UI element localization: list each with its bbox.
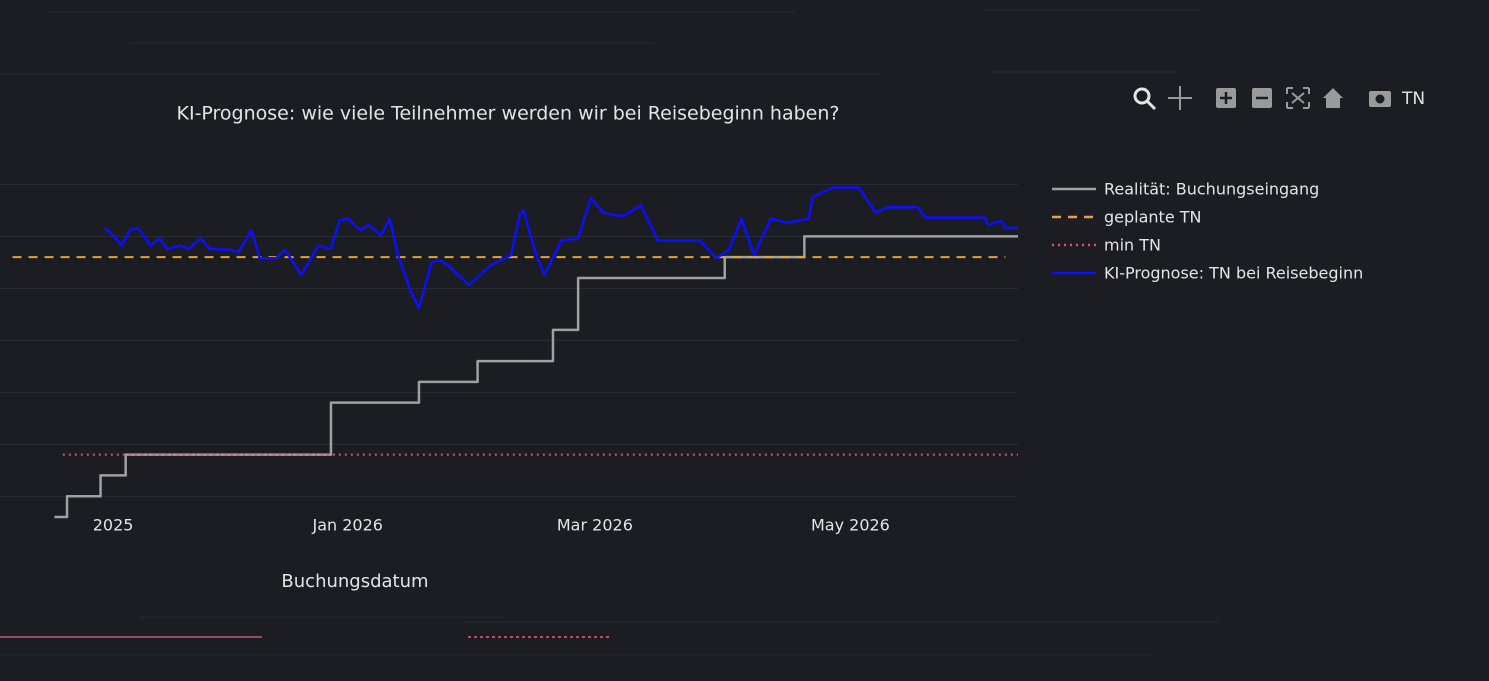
zoom-handle (1145, 99, 1157, 111)
x-tick-label: Jan 2026 (311, 516, 382, 535)
x-axis-title: Buchungsdatum (281, 571, 428, 592)
x-tick-label: Mar 2026 (557, 516, 633, 535)
camera-lens (1375, 94, 1385, 104)
chart-title: KI-Prognose: wie viele Teilnehmer werden… (177, 103, 840, 125)
reset-button[interactable] (1323, 88, 1343, 108)
autoscale-button[interactable] (1286, 87, 1310, 109)
legend-label: Realität: Buchungseingang (1104, 180, 1319, 199)
series-line (103, 186, 1018, 310)
series-line (54, 235, 1018, 519)
x-tick-label: May 2026 (811, 516, 890, 535)
plus (1220, 92, 1232, 104)
pan-button[interactable] (1168, 86, 1192, 110)
legend-label: min TN (1104, 236, 1161, 255)
legend-label: KI-Prognose: TN bei Reisebeginn (1104, 264, 1363, 283)
zoom-button[interactable] (1133, 87, 1151, 105)
legend-label: geplante TN (1104, 208, 1202, 227)
toolbar-label: TN (1401, 89, 1425, 109)
toolbar[interactable] (1133, 86, 1391, 111)
x-tick-label: 2025 (93, 516, 134, 535)
backdrop-lines (0, 9, 1220, 656)
